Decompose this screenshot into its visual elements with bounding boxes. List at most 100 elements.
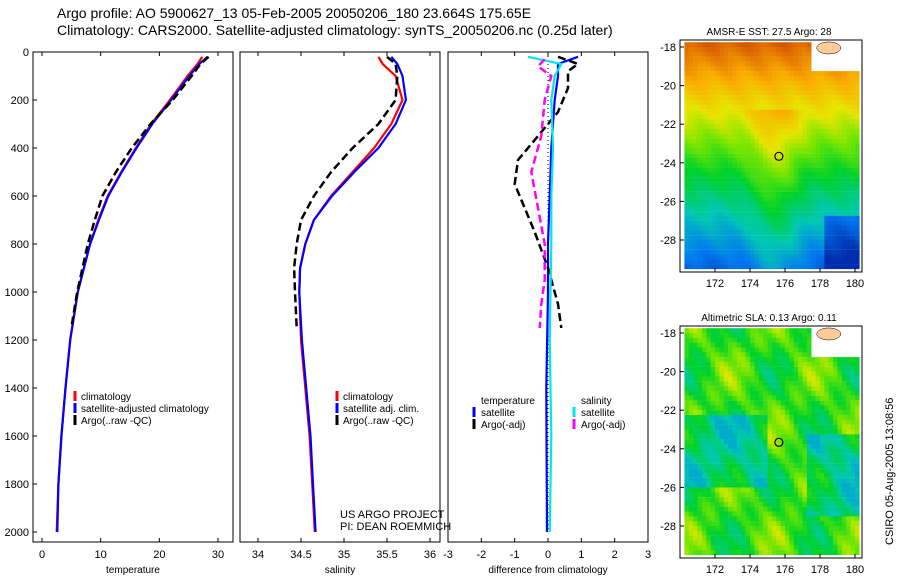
heatmap-cell (728, 172, 733, 178)
heatmap-cell (701, 482, 707, 488)
heatmap-cell (750, 511, 755, 517)
heatmap-cell (855, 530, 860, 536)
heatmap-cell (736, 124, 742, 130)
heatmap-cell (837, 148, 843, 154)
heatmap-cell (763, 47, 768, 52)
heatmap-cell (828, 405, 834, 411)
heatmap-cell (811, 162, 816, 168)
heatmap-cell (798, 225, 803, 231)
heatmap-cell (802, 220, 808, 226)
heatmap-cell (850, 501, 856, 507)
heatmap-cell (837, 405, 843, 411)
heatmap-cell (846, 90, 851, 96)
heatmap-cell (802, 434, 808, 440)
heatmap-cell (701, 352, 707, 358)
heatmap-cell (837, 419, 843, 425)
heatmap-cell (736, 148, 742, 154)
heatmap-cell (758, 361, 764, 367)
heatmap-cell (750, 182, 755, 188)
heatmap-cell (719, 254, 724, 260)
heatmap-cell (833, 206, 838, 212)
heatmap-cell (828, 419, 834, 425)
heatmap-cell (785, 47, 790, 52)
heatmap-cell (745, 458, 751, 464)
heatmap-cell (732, 390, 738, 396)
heatmap-cell (732, 162, 738, 168)
heatmap-cell (728, 220, 733, 226)
heatmap-cell (728, 167, 733, 173)
heatmap-cell (767, 235, 773, 241)
heatmap-cell (798, 506, 803, 512)
heatmap-cell (706, 444, 711, 449)
heatmap-cell (688, 249, 694, 255)
heatmap-cell (715, 153, 720, 159)
heatmap-cell (776, 133, 781, 139)
heatmap-cell (706, 526, 711, 531)
heatmap-cell (701, 371, 707, 377)
heatmap-cell (754, 162, 759, 168)
heatmap-cell (706, 371, 711, 377)
heatmap-cell (706, 230, 711, 236)
heatmap-cell (815, 521, 821, 527)
heatmap-cell (728, 133, 733, 139)
heatmap-cell (719, 56, 724, 62)
heatmap-cell (815, 400, 821, 406)
heatmap-cell (846, 448, 851, 454)
heatmap-cell (789, 191, 794, 197)
heatmap-cell (815, 186, 821, 192)
heatmap-cell (710, 511, 716, 517)
heatmap-cell (820, 458, 825, 464)
heatmap-cell (815, 240, 821, 245)
heatmap-cell (789, 138, 794, 144)
heatmap-cell (697, 352, 703, 358)
heatmap-cell (802, 342, 808, 348)
heatmap-cell (728, 182, 733, 188)
heatmap-cell (811, 550, 816, 556)
heatmap-cell (728, 352, 733, 358)
heatmap-cell (758, 444, 764, 449)
heatmap-cell (723, 530, 729, 536)
heatmap-cell (750, 56, 755, 62)
heatmap-cell (719, 444, 724, 449)
heatmap-cell (841, 357, 847, 363)
heatmap-cell (776, 482, 781, 488)
heatmap-cell (793, 148, 799, 154)
heatmap-cell (710, 506, 716, 512)
heatmap-cell (754, 90, 759, 96)
heatmap-cell (763, 342, 768, 348)
heatmap-cell (719, 158, 724, 163)
heatmap-cell (684, 162, 689, 168)
heatmap-cell (763, 211, 768, 217)
heatmap-cell (780, 225, 786, 231)
heatmap-cell (754, 376, 759, 382)
heatmap-cell (828, 76, 834, 81)
heatmap-cell (736, 371, 742, 377)
heatmap-cell (750, 104, 755, 110)
heatmap-cell (688, 206, 694, 212)
heatmap-cell (820, 191, 825, 197)
heatmap-cell (728, 230, 733, 236)
heatmap-cell (693, 259, 698, 265)
heatmap-cell (719, 545, 724, 551)
heatmap-cell (758, 235, 764, 241)
heatmap-cell (789, 186, 794, 192)
heatmap-cell (767, 148, 773, 154)
heatmap-cell (789, 453, 794, 459)
heatmap-cell (780, 182, 786, 188)
heatmap-cell (806, 90, 812, 96)
heatmap-cell (780, 56, 786, 62)
heatmap-cell (763, 95, 768, 101)
heatmap-cell (776, 371, 781, 377)
heatmap-cell (806, 482, 812, 488)
heatmap-cell (745, 109, 751, 115)
heatmap-cell (715, 109, 720, 115)
heatmap-cell (715, 501, 720, 507)
heatmap-cell (785, 162, 790, 168)
heatmap-cell (710, 225, 716, 231)
heatmap-cell (785, 240, 790, 245)
heatmap-cell (741, 352, 746, 358)
heatmap-cell (798, 172, 803, 178)
heatmap-cell (728, 497, 733, 503)
heatmap-cell (811, 90, 816, 96)
heatmap-cell (767, 244, 773, 250)
